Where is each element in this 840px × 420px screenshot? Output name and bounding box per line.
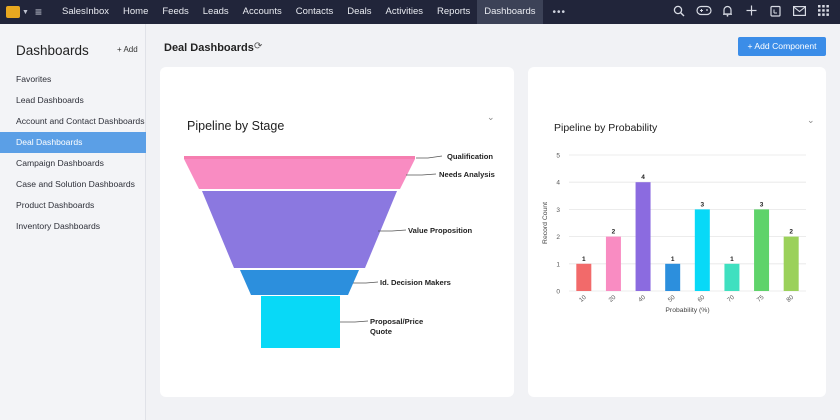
bar-chart-title: Pipeline by Probability: [554, 122, 658, 134]
sidebar-item-account-contact-dashboards[interactable]: Account and Contact Dashboards: [16, 116, 145, 126]
nav-activities[interactable]: Activities: [385, 6, 424, 17]
add-component-button[interactable]: + Add Component: [738, 37, 826, 56]
nav-deals[interactable]: Deals: [347, 6, 372, 17]
x-tick-label: 40: [637, 294, 647, 304]
funnel-stage-needs-analysis: [184, 159, 415, 189]
bar-50: [665, 263, 681, 291]
dashboard-list: Favorites Lead Dashboards Account and Co…: [0, 69, 146, 237]
data-label: 3: [760, 201, 764, 208]
bar-80: [783, 236, 799, 291]
y-tick-label: 3: [556, 207, 560, 214]
funnel-label-qualification: Qualification: [447, 152, 493, 161]
x-tick-label: 70: [726, 294, 736, 304]
funnel-label-decision-makers: Id. Decision Makers: [380, 278, 451, 287]
x-tick-label: 60: [696, 294, 706, 304]
nav-contacts[interactable]: Contacts: [295, 6, 334, 17]
funnel-label-needs-analysis: Needs Analysis: [439, 170, 495, 179]
data-label: 3: [701, 201, 705, 208]
sidebar-title: Dashboards: [16, 43, 89, 58]
funnel-title: Pipeline by Stage: [187, 119, 285, 133]
bar-75: [754, 209, 770, 291]
funnel-label-value-proposition: Value Proposition: [408, 226, 472, 235]
top-navigation-bar: ▼ ≡ SalesInbox Home Feeds Leads Accounts…: [0, 0, 840, 24]
funnel-chart: Qualification Needs Analysis Value Propo…: [184, 152, 495, 348]
plus-icon[interactable]: [744, 5, 758, 19]
y-tick-label: 1: [556, 261, 560, 268]
bar-60: [694, 209, 710, 291]
x-tick-label: 75: [756, 294, 766, 304]
funnel-label-proposal: Proposal/Price Quote: [370, 317, 423, 336]
chevron-down-icon[interactable]: ⌄: [487, 112, 495, 122]
funnel-stage-value-proposition: [202, 191, 397, 268]
main-nav: SalesInbox Home Feeds Leads Accounts Con…: [55, 0, 576, 24]
sidebar-item-inventory-dashboards[interactable]: Inventory Dashboards: [16, 221, 101, 231]
more-icon[interactable]: •••: [552, 6, 567, 18]
bar-40: [635, 182, 651, 291]
bell-icon[interactable]: [720, 5, 734, 20]
data-label: 1: [671, 256, 675, 263]
mail-icon[interactable]: [792, 5, 806, 19]
y-tick-label: 5: [556, 153, 560, 160]
x-tick-label: 10: [578, 294, 588, 304]
y-axis-label: Record Count: [542, 202, 549, 244]
chevron-down-icon[interactable]: ⌄: [807, 115, 815, 125]
nav-leads[interactable]: Leads: [202, 6, 229, 17]
sidebar-item-lead-dashboards[interactable]: Lead Dashboards: [16, 95, 84, 105]
bar-10: [576, 263, 592, 291]
chevron-down-icon: ▼: [22, 8, 29, 16]
funnel-stage-decision-makers: [240, 270, 359, 295]
funnel-leader-needs-analysis: [406, 173, 437, 176]
dashboards-sidebar: Dashboards + Add Favorites Lead Dashboar…: [0, 24, 146, 420]
data-label: 1: [582, 256, 586, 263]
funnel-stage-proposal: [261, 296, 340, 348]
y-tick-label: 0: [556, 289, 560, 296]
bar-70: [724, 263, 740, 291]
bar-20: [605, 236, 621, 291]
funnel-leader-proposal: [340, 320, 369, 323]
funnel-leader-qualification: [416, 155, 443, 159]
pipeline-by-stage-panel: Pipeline by Stage ⌄ Qualification Needs …: [160, 67, 514, 397]
data-label: 2: [612, 229, 616, 236]
x-tick-label: 20: [608, 294, 618, 304]
x-axis-label: Probability (%): [665, 307, 709, 314]
y-tick-label: 4: [556, 180, 560, 187]
sidebar-item-campaign-dashboards[interactable]: Campaign Dashboards: [16, 158, 104, 168]
sidebar-item-deal-dashboards[interactable]: Deal Dashboards: [0, 132, 146, 153]
sidebar-item-product-dashboards[interactable]: Product Dashboards: [16, 200, 95, 210]
search-icon[interactable]: [672, 5, 686, 20]
pipeline-by-probability-panel: Pipeline by Probability ⌄ 0 1 2 3 4 5 1 10 2 20 4 4…: [528, 67, 826, 397]
data-label: 4: [641, 174, 645, 181]
nav-dashboards[interactable]: Dashboards: [477, 0, 543, 24]
x-tick-label: 80: [785, 294, 795, 304]
crm-logo-icon: [6, 6, 20, 18]
top-actions: [672, 0, 830, 24]
x-tick-label: 50: [667, 294, 677, 304]
add-dashboard-button[interactable]: + Add: [117, 45, 138, 54]
nav-feeds[interactable]: Feeds: [162, 6, 189, 17]
data-label: 2: [789, 229, 793, 236]
refresh-icon[interactable]: ⟳: [254, 41, 263, 52]
data-label: 1: [730, 256, 734, 263]
grid-icon[interactable]: [816, 5, 830, 19]
calendar-icon[interactable]: [768, 5, 782, 20]
bar-chart: 0 1 2 3 4 5 1 10 2 20 4 40 1 50 3 60 1 70 3 75 2 80 Probabilit…: [542, 153, 806, 314]
funnel-leader-decision-makers: [353, 281, 379, 284]
menu-icon[interactable]: ≡: [35, 5, 43, 19]
page-title: Deal Dashboards: [164, 42, 254, 54]
funnel-stage-qualification: [184, 156, 415, 159]
nav-salesinbox[interactable]: SalesInbox: [62, 6, 110, 17]
app-switcher[interactable]: ▼: [0, 6, 32, 18]
sidebar-item-case-solution-dashboards[interactable]: Case and Solution Dashboards: [16, 179, 135, 189]
funnel-leader-value-proposition: [378, 229, 407, 232]
sidebar-item-favorites[interactable]: Favorites: [16, 74, 52, 84]
nav-accounts[interactable]: Accounts: [242, 6, 282, 17]
nav-home[interactable]: Home: [123, 6, 149, 17]
gamepad-icon[interactable]: [696, 5, 712, 19]
y-tick-label: 2: [556, 234, 560, 241]
nav-reports[interactable]: Reports: [437, 6, 471, 17]
